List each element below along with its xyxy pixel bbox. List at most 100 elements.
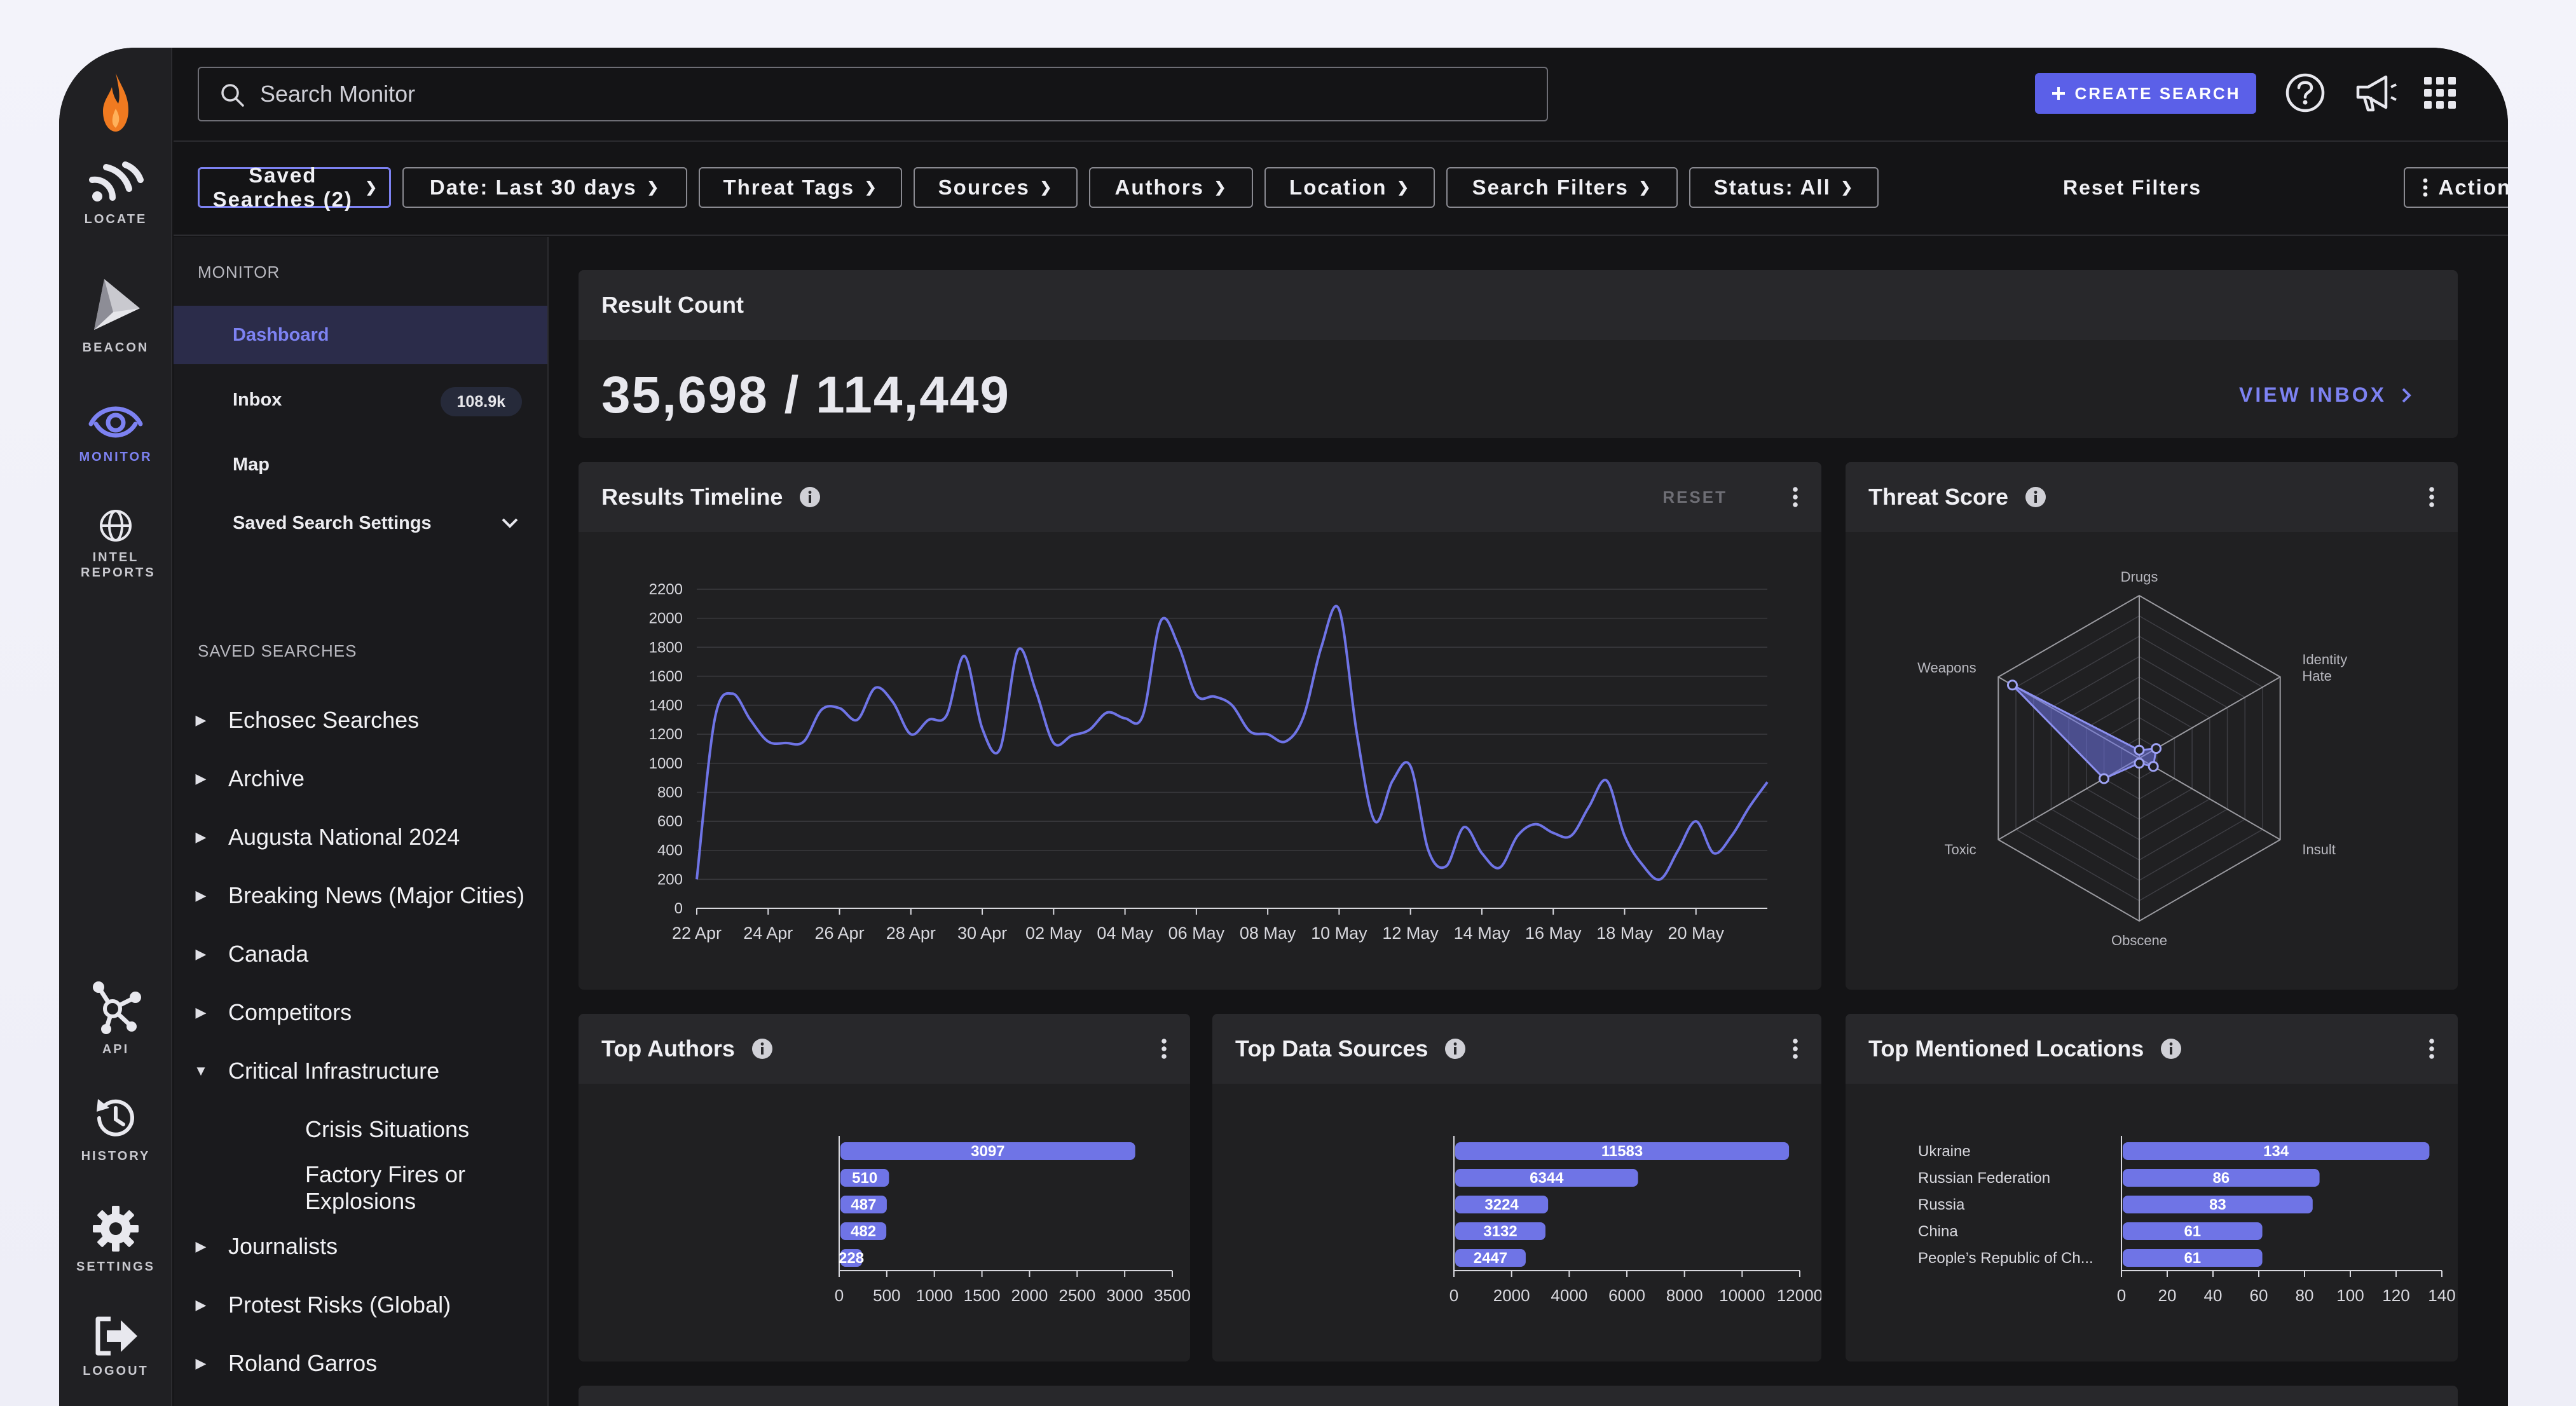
filter-authors[interactable]: Authors ❯ xyxy=(1089,167,1253,208)
bar-value-label: 134 xyxy=(2263,1143,2289,1160)
timeline-reset-button[interactable]: RESET xyxy=(1662,488,1727,507)
chevron-down-icon: ❯ xyxy=(647,179,661,195)
kebab-menu-icon[interactable] xyxy=(1161,1038,1167,1060)
search-input[interactable] xyxy=(260,68,1519,120)
timeline-chart: 0 200 400 600 800 1000 1200 1400 1600 1800 2000 220… xyxy=(649,581,1769,943)
actions-button[interactable]: Actions xyxy=(2404,167,2508,208)
results-timeline-card: Results Timeline RESET 0 200 400 600 800 1000… xyxy=(579,462,1821,990)
info-icon[interactable] xyxy=(2160,1038,2182,1060)
chevron-down-icon: ❯ xyxy=(1638,179,1652,195)
saved-competitors[interactable]: ▶ Competitors xyxy=(174,993,352,1032)
gear-icon xyxy=(93,1206,139,1252)
x-tick-label: 0 xyxy=(1449,1286,1458,1305)
filter-threat-tags[interactable]: Threat Tags ❯ xyxy=(699,167,902,208)
rail-locate[interactable]: LOCATE xyxy=(59,161,172,227)
eye-icon xyxy=(88,406,143,438)
rail-history-label: HISTORY xyxy=(81,1149,151,1163)
bar-category-label: Russian Federation xyxy=(1918,1170,2050,1187)
radar-axis-label: Toxic xyxy=(1945,842,1977,857)
create-search-label: CREATE SEARCH xyxy=(2074,83,2241,103)
caret-right-icon: ▶ xyxy=(195,770,207,786)
info-icon[interactable] xyxy=(751,1038,773,1060)
bar-value-label: 3097 xyxy=(971,1143,1004,1160)
sidebar: MONITOR Dashboard Inbox 108.9k Map Saved… xyxy=(174,237,549,1406)
saved-label: Echosec Searches xyxy=(228,707,420,733)
nav-dashboard[interactable]: Dashboard xyxy=(174,306,547,364)
rail-intel-reports-label: INTEL REPORTS xyxy=(81,550,156,580)
caret-right-icon: ▶ xyxy=(195,1238,207,1254)
saved-augusta[interactable]: ▶ Augusta National 2024 xyxy=(174,818,460,856)
x-tick-label: 60 xyxy=(2250,1286,2268,1305)
saved-journalists[interactable]: ▶ Journalists xyxy=(174,1227,338,1266)
bar xyxy=(1455,1142,1790,1160)
filter-status[interactable]: Status: All ❯ xyxy=(1689,167,1879,208)
rail-history[interactable]: HISTORY xyxy=(59,1094,172,1164)
nav-inbox[interactable]: Inbox 108.9k xyxy=(174,371,547,429)
info-icon[interactable] xyxy=(1444,1038,1466,1060)
info-icon[interactable] xyxy=(799,486,821,508)
y-tick-label: 1200 xyxy=(649,726,683,743)
filter-date[interactable]: Date: Last 30 days ❯ xyxy=(402,167,687,208)
x-tick-label: 02 May xyxy=(1025,924,1082,943)
saved-breaking-news[interactable]: ▶ Breaking News (Major Cities) xyxy=(174,877,525,915)
info-icon[interactable] xyxy=(2025,486,2046,508)
megaphone-icon[interactable] xyxy=(2354,72,2399,114)
history-clock-icon xyxy=(97,1099,134,1136)
results-timeline-header: Results Timeline RESET xyxy=(579,462,1821,532)
x-tick-label: 1000 xyxy=(916,1286,953,1305)
radar-axis-label: Insult xyxy=(2302,842,2336,857)
rail-settings[interactable]: SETTINGS xyxy=(59,1205,172,1274)
saved-protest-risks[interactable]: ▶ Protest Risks (Global) xyxy=(174,1286,451,1324)
bar-value-label: 487 xyxy=(851,1196,876,1213)
reset-filters-link[interactable]: Reset Filters xyxy=(2063,176,2202,199)
caret-right-icon: ▶ xyxy=(195,946,207,962)
radar-axis-label: Weapons xyxy=(1917,660,1977,676)
filter-location[interactable]: Location ❯ xyxy=(1264,167,1435,208)
kebab-menu-icon[interactable] xyxy=(2429,1038,2435,1060)
saved-roland-garros[interactable]: ▶ Roland Garros xyxy=(174,1344,378,1382)
view-inbox-link[interactable]: VIEW INBOX xyxy=(2239,383,2412,407)
top-authors-card: Top Authors 0 500 1000 1500 2000 2500 3000 3500… xyxy=(579,1014,1190,1362)
rail-monitor[interactable]: MONITOR xyxy=(59,399,172,465)
kebab-menu-icon[interactable] xyxy=(2429,486,2435,508)
saved-crisis-situations[interactable]: Crisis Situations xyxy=(305,1110,469,1149)
chevron-down-icon xyxy=(502,518,518,528)
y-tick-label: 1800 xyxy=(649,639,683,656)
card-title: Result Count xyxy=(601,292,744,318)
nav-map[interactable]: Map xyxy=(174,435,547,494)
help-icon[interactable] xyxy=(2284,72,2326,114)
app-logo[interactable] xyxy=(59,71,172,134)
rail-api[interactable]: API xyxy=(59,978,172,1057)
rail-intel-reports[interactable]: INTEL REPORTS xyxy=(59,508,172,580)
radar-point xyxy=(2134,744,2145,756)
bar-value-label: 11583 xyxy=(1601,1143,1643,1160)
bar xyxy=(2123,1196,2313,1213)
saved-factory-fires[interactable]: Factory Fires or Explosions xyxy=(305,1161,547,1214)
x-tick-label: 20 xyxy=(2158,1286,2177,1305)
y-tick-label: 1600 xyxy=(649,668,683,685)
nav-saved-search-settings[interactable]: Saved Search Settings xyxy=(174,494,547,552)
rail-beacon[interactable]: BEACON xyxy=(59,276,172,355)
saved-echosec-searches[interactable]: ▶ Echosec Searches xyxy=(174,701,420,739)
filter-sources[interactable]: Sources ❯ xyxy=(914,167,1078,208)
radar-point xyxy=(2148,761,2159,772)
saved-canada[interactable]: ▶ Canada xyxy=(174,935,309,973)
apps-grid-icon[interactable] xyxy=(2423,76,2457,110)
threat-score-header: Threat Score xyxy=(1846,462,2458,532)
x-tick-label: 80 xyxy=(2296,1286,2314,1305)
rail-logout[interactable]: LOGOUT xyxy=(59,1315,172,1379)
filter-search-filters[interactable]: Search Filters ❯ xyxy=(1446,167,1678,208)
caret-right-icon: ▶ xyxy=(195,1355,207,1371)
saved-label: Competitors xyxy=(228,999,352,1025)
filter-saved-searches[interactable]: Saved Searches (2) ❯ xyxy=(198,163,391,211)
bar-category-label: Ukraine xyxy=(1918,1143,1971,1160)
kebab-menu-icon[interactable] xyxy=(1792,486,1798,508)
kebab-menu-icon[interactable] xyxy=(1792,1038,1798,1060)
y-tick-label: 400 xyxy=(657,842,683,859)
saved-critical-infrastructure[interactable]: ▼ Critical Infrastructure xyxy=(174,1052,439,1090)
saved-archive[interactable]: ▶ Archive xyxy=(174,760,305,798)
chevron-down-icon: ❯ xyxy=(1840,179,1854,195)
create-search-button[interactable]: CREATE SEARCH xyxy=(2035,73,2256,114)
chevron-down-icon: ❯ xyxy=(1039,179,1053,195)
x-tick-label: 08 May xyxy=(1240,924,1296,943)
